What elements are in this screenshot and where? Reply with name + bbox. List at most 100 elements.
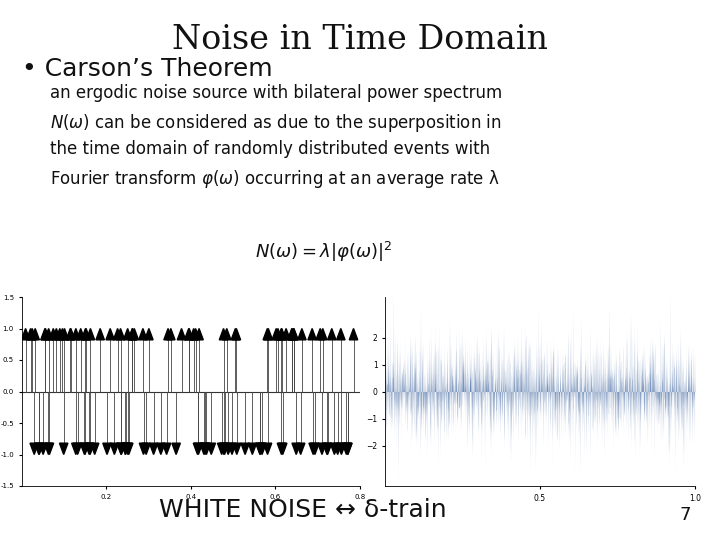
Polygon shape [282,328,290,340]
Polygon shape [110,443,119,455]
Polygon shape [318,328,327,340]
Polygon shape [248,443,256,455]
Polygon shape [195,328,203,340]
Polygon shape [288,328,297,340]
Polygon shape [66,328,75,340]
Polygon shape [157,443,165,455]
Polygon shape [139,328,147,340]
Polygon shape [241,443,249,455]
Polygon shape [139,443,148,455]
Text: 7: 7 [680,506,691,524]
Polygon shape [231,328,240,340]
Polygon shape [82,328,90,340]
Polygon shape [192,328,199,340]
Polygon shape [166,328,175,340]
Polygon shape [256,443,264,455]
Text: an ergodic noise source with bilateral power spectrum: an ergodic noise source with bilateral p… [50,84,503,102]
Polygon shape [233,443,241,455]
Polygon shape [45,328,53,340]
Polygon shape [145,328,153,340]
Polygon shape [113,328,122,340]
Polygon shape [349,328,358,340]
Polygon shape [279,443,287,455]
Polygon shape [220,443,229,455]
Polygon shape [277,443,286,455]
Polygon shape [333,443,342,455]
Polygon shape [35,443,43,455]
Polygon shape [193,443,202,455]
Polygon shape [184,328,193,340]
Polygon shape [164,328,172,340]
Polygon shape [30,443,38,455]
Polygon shape [297,443,305,455]
Text: Fourier transform $\varphi(\omega)$ occurring at an average rate λ: Fourier transform $\varphi(\omega)$ occu… [50,168,500,190]
Polygon shape [80,443,89,455]
Polygon shape [220,328,228,340]
Polygon shape [343,443,352,455]
Polygon shape [60,443,68,455]
Polygon shape [123,328,132,340]
Polygon shape [323,443,332,455]
Polygon shape [81,328,90,340]
Polygon shape [199,443,208,455]
Polygon shape [121,443,130,455]
Polygon shape [58,328,67,340]
Polygon shape [258,443,266,455]
Polygon shape [66,328,75,340]
Polygon shape [128,328,137,340]
Polygon shape [85,443,94,455]
Text: the time domain of randomly distributed events with: the time domain of randomly distributed … [50,140,490,158]
Polygon shape [125,443,133,455]
Text: $\mathit{N}(\omega)$ can be considered as due to the superposition in: $\mathit{N}(\omega)$ can be considered a… [50,112,502,134]
Polygon shape [22,328,30,340]
Polygon shape [71,328,80,340]
Polygon shape [28,328,37,340]
Polygon shape [142,443,150,455]
Polygon shape [336,328,345,340]
Polygon shape [342,443,351,455]
Polygon shape [202,443,211,455]
Polygon shape [73,443,82,455]
Polygon shape [86,328,94,340]
Polygon shape [328,328,336,340]
Polygon shape [228,443,236,455]
Polygon shape [45,443,54,455]
Polygon shape [41,328,49,340]
Polygon shape [71,443,80,455]
Polygon shape [343,443,352,455]
Polygon shape [318,443,326,455]
Polygon shape [220,443,228,455]
Polygon shape [292,443,300,455]
Polygon shape [35,443,43,455]
Polygon shape [117,443,125,455]
Polygon shape [172,443,180,455]
Polygon shape [289,328,298,340]
Polygon shape [308,328,316,340]
Polygon shape [323,443,331,455]
Polygon shape [106,328,114,340]
Polygon shape [316,328,325,340]
Polygon shape [121,443,130,455]
Polygon shape [224,443,233,455]
Polygon shape [86,443,94,455]
Polygon shape [31,328,40,340]
Polygon shape [162,443,171,455]
Text: • Carson’s Theorem: • Carson’s Theorem [22,57,272,80]
Polygon shape [55,328,64,340]
Polygon shape [27,328,35,340]
Polygon shape [49,328,58,340]
Polygon shape [124,443,132,455]
Polygon shape [330,443,338,455]
Polygon shape [264,328,273,340]
Polygon shape [52,328,60,340]
Text: $N(\omega)=\lambda\left|\varphi(\omega)\right|^2$: $N(\omega)=\lambda\left|\varphi(\omega)\… [256,240,392,265]
Text: Noise in Time Domain: Noise in Time Domain [172,24,548,56]
Polygon shape [96,328,104,340]
Polygon shape [217,443,226,455]
Polygon shape [222,328,231,340]
Polygon shape [194,443,202,455]
Polygon shape [263,328,271,340]
Polygon shape [311,443,319,455]
Polygon shape [207,443,215,455]
Polygon shape [149,443,158,455]
